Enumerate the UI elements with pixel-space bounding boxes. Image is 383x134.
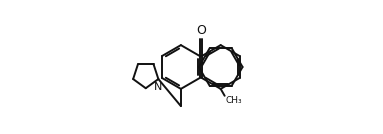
Text: N: N	[154, 82, 162, 92]
Text: O: O	[196, 25, 206, 38]
Text: CH₃: CH₃	[225, 96, 242, 105]
